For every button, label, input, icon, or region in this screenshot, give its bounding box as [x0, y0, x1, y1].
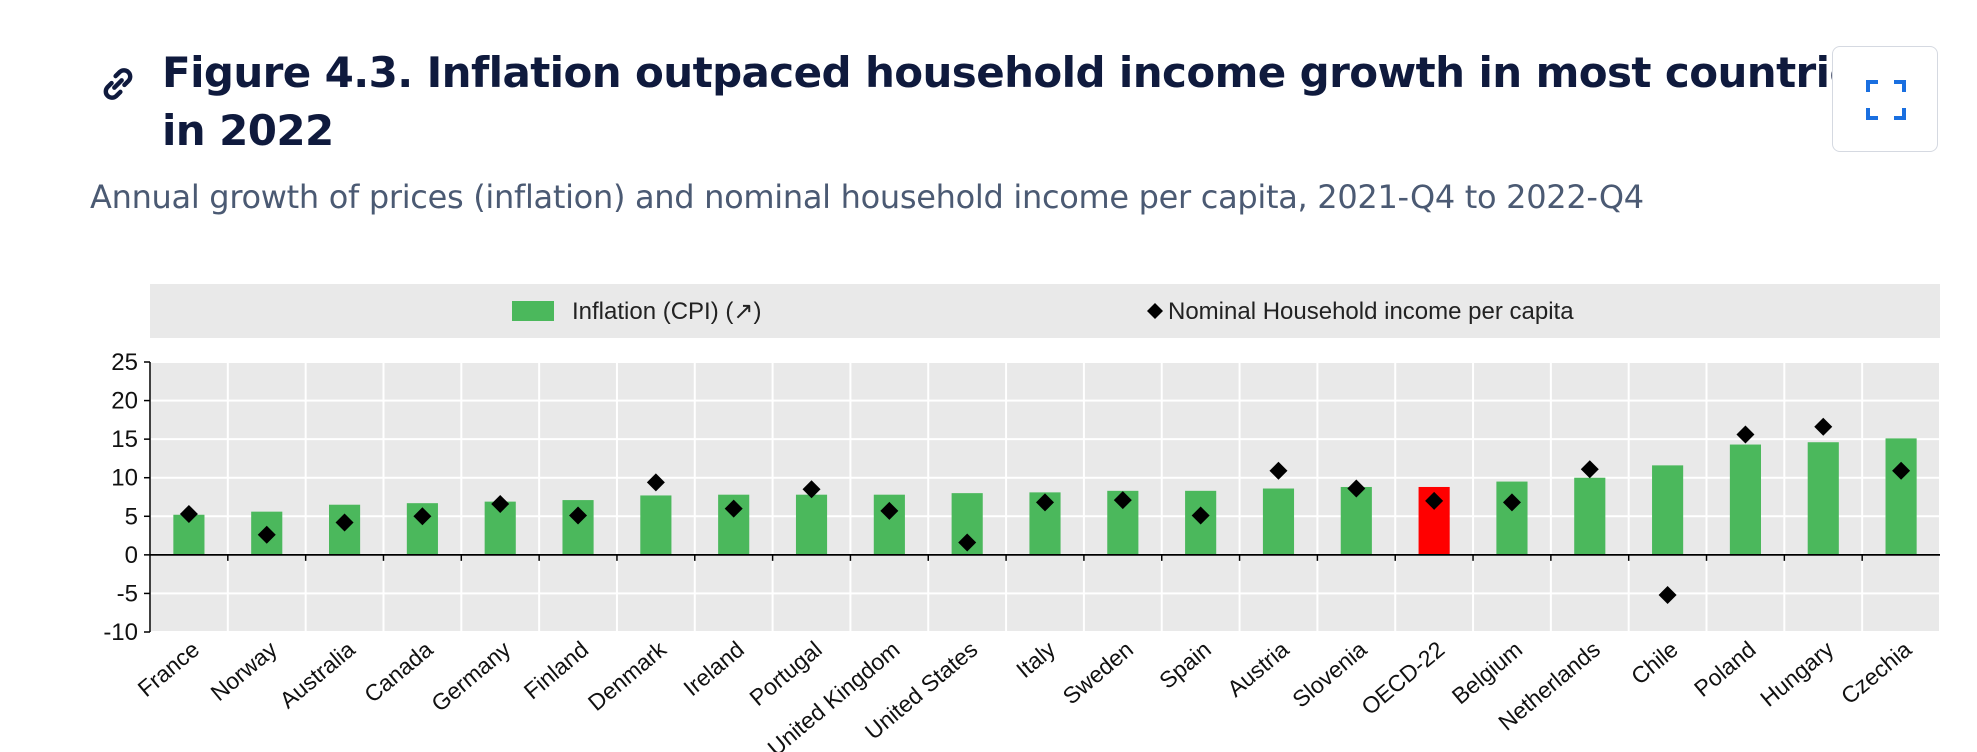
legend-label-inflation: Inflation (CPI) (↗)	[572, 298, 761, 325]
marker-point	[569, 506, 588, 525]
marker-point	[1269, 461, 1288, 480]
x-category-label: Austria	[1222, 636, 1294, 702]
x-category-label: Hungary	[1755, 636, 1839, 712]
figure-subtitle: Annual growth of prices (inflation) and …	[90, 178, 1644, 216]
legend-swatch-inflation	[512, 301, 554, 321]
marker-point	[413, 507, 432, 526]
x-category-label: Finland	[519, 636, 594, 704]
y-tick-label: 0	[125, 542, 138, 569]
marker-point	[1113, 491, 1132, 510]
bar	[1262, 488, 1295, 555]
marker-point	[1814, 417, 1833, 436]
expand-button[interactable]	[1832, 46, 1938, 152]
x-category-label: Spain	[1154, 636, 1216, 694]
bar	[795, 494, 828, 555]
marker-point	[491, 494, 510, 513]
bar	[1885, 438, 1917, 555]
link-icon[interactable]	[96, 62, 140, 106]
x-category-label: OECD-22	[1356, 636, 1449, 720]
x-category-label: Denmark	[583, 636, 672, 716]
x-category-label: Australia	[275, 636, 360, 714]
x-category-label: France	[133, 636, 205, 702]
bar	[1807, 442, 1839, 555]
marker-point	[646, 473, 665, 492]
x-category-label: Ireland	[678, 636, 749, 701]
marker-point	[1347, 479, 1366, 498]
marker-point	[1658, 585, 1677, 604]
marker-point	[1191, 506, 1210, 525]
bar	[1496, 481, 1528, 555]
marker-point	[958, 533, 977, 552]
marker-point	[335, 513, 354, 532]
y-tick-label: 10	[111, 465, 138, 492]
y-tick-label: 5	[125, 503, 138, 530]
y-tick-label: 25	[111, 349, 138, 376]
x-category-label: Czechia	[1836, 636, 1917, 709]
legend-label-income: Nominal Household income per capita	[1168, 298, 1574, 325]
marker-point	[179, 504, 198, 523]
figure-title: Figure 4.3. Inflation outpaced household…	[162, 48, 1882, 155]
x-category-label: Poland	[1689, 636, 1761, 702]
legend-swatch-income	[1147, 303, 1163, 319]
bar	[640, 495, 672, 555]
marker-point	[257, 525, 276, 544]
x-category-label: Germany	[426, 636, 516, 717]
bar	[1340, 486, 1372, 555]
marker-point	[1580, 460, 1599, 479]
marker-point	[880, 501, 899, 520]
marker-point	[802, 480, 821, 499]
bar	[1729, 444, 1761, 555]
marker-point	[724, 499, 743, 518]
bar	[1574, 477, 1606, 555]
marker-point	[1502, 493, 1521, 512]
marker-point	[1036, 493, 1054, 512]
y-tick-label: 15	[111, 426, 138, 453]
y-tick-label: -10	[103, 619, 138, 646]
x-category-label: Chile	[1626, 636, 1683, 690]
marker-point	[1425, 491, 1444, 510]
expand-icon	[1866, 80, 1906, 120]
x-category-label: Italy	[1011, 636, 1060, 683]
marker-point	[1736, 425, 1755, 444]
marker-point	[1892, 461, 1911, 480]
y-tick-label: -5	[117, 580, 138, 607]
legend-box	[150, 284, 1940, 338]
x-category-label: Norway	[206, 636, 283, 706]
bar	[1652, 465, 1684, 555]
x-category-label: Sweden	[1058, 636, 1138, 709]
y-tick-label: 20	[111, 388, 138, 415]
